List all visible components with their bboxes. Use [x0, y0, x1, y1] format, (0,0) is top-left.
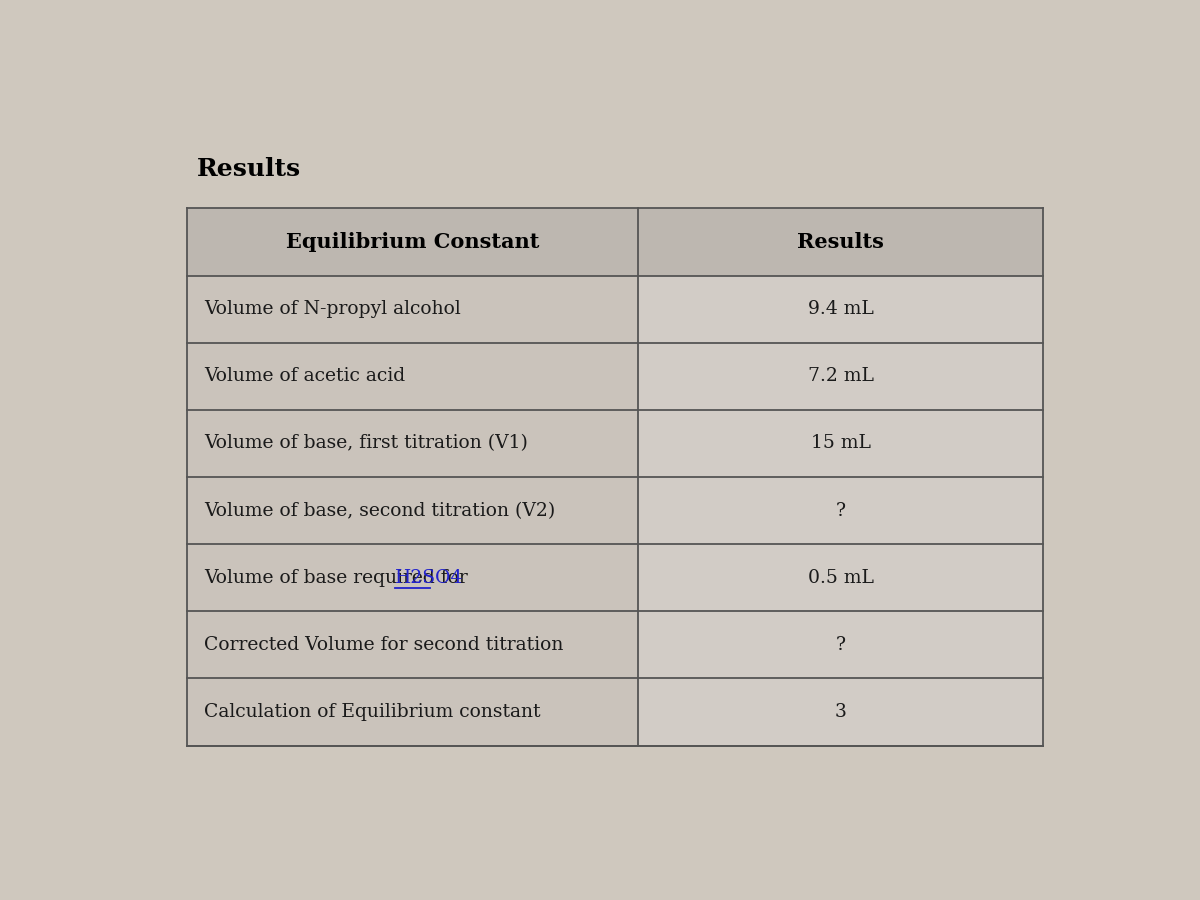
Bar [638, 209, 1043, 275]
Text: 9.4 mL: 9.4 mL [808, 301, 874, 319]
Bar [638, 275, 1043, 343]
Text: Volume of N-propyl alcohol: Volume of N-propyl alcohol [204, 301, 461, 319]
Bar [187, 209, 638, 275]
Text: Results: Results [797, 232, 884, 252]
Bar [187, 343, 638, 410]
Bar [638, 410, 1043, 477]
Text: Corrected Volume for second titration: Corrected Volume for second titration [204, 636, 563, 654]
Text: ?: ? [835, 501, 846, 519]
Bar [187, 544, 638, 611]
Text: Equilibrium Constant: Equilibrium Constant [286, 232, 540, 252]
Bar [187, 477, 638, 544]
Text: 3: 3 [834, 703, 846, 721]
Text: ?: ? [835, 636, 846, 654]
Text: Calculation of Equilibrium constant: Calculation of Equilibrium constant [204, 703, 540, 721]
Text: 7.2 mL: 7.2 mL [808, 367, 874, 385]
Bar [187, 611, 638, 679]
Text: 0.5 mL: 0.5 mL [808, 569, 874, 587]
Text: Volume of acetic acid: Volume of acetic acid [204, 367, 406, 385]
Bar [638, 343, 1043, 410]
Bar [187, 410, 638, 477]
Bar [187, 275, 638, 343]
Text: Volume of base, second titration (V2): Volume of base, second titration (V2) [204, 501, 556, 519]
Text: H2SO4: H2SO4 [395, 569, 463, 587]
Bar [638, 477, 1043, 544]
Bar [638, 611, 1043, 679]
Text: Volume of base required for: Volume of base required for [204, 569, 474, 587]
Bar [638, 544, 1043, 611]
Text: 15 mL: 15 mL [810, 435, 870, 453]
Text: Results: Results [197, 157, 301, 181]
Text: Volume of base, first titration (V1): Volume of base, first titration (V1) [204, 435, 528, 453]
Bar [187, 679, 638, 745]
Bar [638, 679, 1043, 745]
